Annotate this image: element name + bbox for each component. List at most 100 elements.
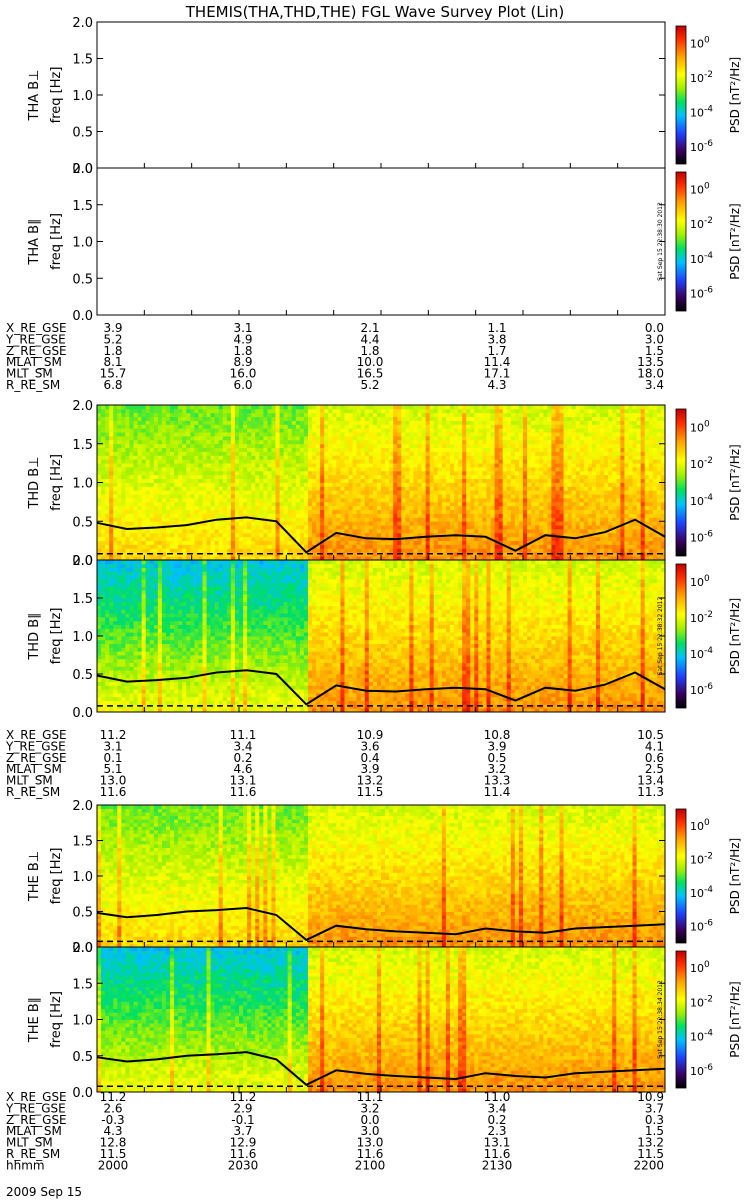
spectrogram-cell — [251, 552, 256, 557]
spectrogram-cell — [372, 505, 378, 511]
spectrogram-cell — [385, 521, 390, 526]
spectrogram-cell — [417, 463, 422, 468]
spectrogram-cell — [145, 548, 151, 553]
spectrogram-cell — [421, 536, 427, 542]
spectrogram-cell — [291, 509, 297, 514]
spectrogram-cell — [174, 532, 179, 538]
spectrogram-cell — [210, 408, 216, 414]
spectrogram-cell — [259, 494, 264, 499]
spectrogram-cell — [555, 424, 560, 429]
spectrogram-cell — [113, 552, 118, 557]
spectrogram-cell — [579, 532, 585, 538]
spectrogram-cell — [397, 463, 402, 468]
spectrogram-cell — [405, 455, 410, 460]
spectrogram-cell — [433, 436, 439, 441]
spectrogram-cell — [514, 494, 520, 499]
spectrogram-cell — [271, 556, 276, 561]
spectrogram-cell — [137, 439, 143, 445]
spectrogram-cell — [518, 447, 524, 452]
spectrogram-cell — [190, 474, 195, 480]
spectrogram-cell — [587, 408, 593, 414]
spectrogram-cell — [239, 544, 244, 549]
spectrogram-cell — [583, 420, 589, 425]
spectrogram-cell — [417, 428, 422, 433]
spectrogram-cell — [478, 428, 483, 433]
spectrogram-cell — [510, 556, 516, 561]
spectrogram-cell — [555, 548, 560, 553]
spectrogram-cell — [101, 451, 106, 456]
spectrogram-cell — [178, 544, 183, 549]
spectrogram-cell — [474, 439, 479, 445]
spectrogram-cell — [527, 474, 532, 480]
spectrogram-cell — [113, 536, 118, 542]
spectrogram-cell — [178, 540, 183, 545]
spectrogram-cell — [429, 513, 435, 518]
spectrogram-cell — [417, 509, 422, 514]
spectrogram-cell — [291, 424, 297, 429]
spectrogram-cell — [587, 455, 593, 460]
spectrogram-cell — [178, 432, 183, 437]
spectrogram-cell — [466, 412, 471, 418]
spectrogram-cell — [283, 536, 289, 542]
spectrogram-cell — [287, 463, 293, 468]
spectrogram-cell — [230, 482, 236, 487]
spectrogram-cell — [283, 501, 289, 507]
spectrogram-cell — [498, 428, 504, 433]
spectrogram-cell — [429, 490, 435, 495]
spectrogram-cell — [149, 447, 155, 452]
spectrogram-cell — [307, 540, 313, 545]
spectrogram-cell — [559, 513, 564, 518]
spectrogram-cell — [336, 478, 341, 483]
spectrogram-cell — [571, 459, 577, 464]
spectrogram-cell — [165, 501, 171, 507]
spectrogram-cell — [312, 436, 317, 441]
spectrogram-cell — [307, 420, 313, 425]
spectrogram-cell — [97, 405, 102, 410]
spectrogram-cell — [332, 451, 337, 456]
spectrogram-cell — [336, 540, 341, 545]
spectrogram-cell — [352, 474, 358, 480]
panel-label: THA B⊥ — [27, 70, 42, 122]
spectrogram-cell — [518, 517, 524, 522]
spectrogram-cell — [133, 470, 138, 476]
spectrogram-cell — [186, 486, 191, 491]
spectrogram-cell — [279, 447, 285, 452]
spectrogram-cell — [295, 455, 301, 460]
spectrogram-cell — [194, 405, 199, 410]
colorbar-tick-label: 10-6 — [690, 286, 713, 301]
spectrogram-cell — [291, 432, 297, 437]
spectrogram-cell — [498, 544, 504, 549]
spectrogram-cell — [174, 536, 179, 542]
spectrogram-cell — [356, 439, 362, 445]
spectrogram-cell — [555, 420, 560, 425]
spectrogram-cell — [259, 498, 264, 503]
spectrogram-cell — [389, 432, 394, 437]
spectrogram-cell — [218, 478, 224, 483]
spectrogram-cell — [445, 498, 451, 503]
spectrogram-cell — [210, 455, 216, 460]
spectrogram-cell — [133, 428, 138, 433]
spectrogram-cell — [182, 501, 187, 507]
spectrogram-cell — [121, 529, 126, 534]
colorbar — [675, 171, 687, 312]
spectrogram-cell — [413, 478, 418, 483]
spectrogram-cell — [157, 532, 163, 538]
spectrogram-cell — [348, 544, 353, 549]
spectrogram-cell — [178, 416, 183, 421]
spectrogram-cell — [393, 509, 398, 514]
spectrogram-cell — [372, 513, 378, 518]
spectrogram-cell — [486, 412, 491, 418]
spectrogram-cell — [283, 467, 289, 472]
spectrogram-cell — [307, 405, 313, 410]
spectrogram-cell — [498, 424, 504, 429]
spectrogram-cell — [478, 463, 483, 468]
spectrogram-cell — [445, 505, 451, 511]
spectrogram-cell — [352, 416, 358, 421]
spectrogram-cell — [531, 447, 536, 452]
spectrogram-cell — [324, 486, 329, 491]
spectrogram-cell — [299, 455, 305, 460]
spectrogram-cell — [145, 509, 151, 514]
spectrogram-cell — [385, 513, 390, 518]
spectrogram-cell — [121, 501, 126, 507]
spectrogram-cell — [271, 467, 276, 472]
